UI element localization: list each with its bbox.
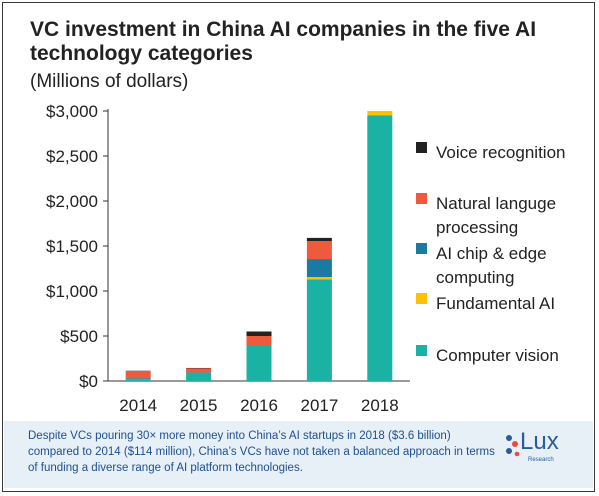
y-tick-label: $2,000 xyxy=(46,192,98,211)
bar-segment-natural-languge-processing-2014 xyxy=(125,371,151,379)
bar-segment-voice-recognition-2016 xyxy=(246,331,272,336)
y-tick-label: $500 xyxy=(60,327,98,346)
y-tick-label: $3,000 xyxy=(46,102,98,121)
bar-segment-computer-vision-2014 xyxy=(125,379,151,381)
legend-label: Voice recognition xyxy=(436,143,565,162)
legend-swatch-voice-recognition xyxy=(416,142,427,153)
x-tick-label: 2018 xyxy=(361,396,399,415)
legend-swatch-fundamental-ai xyxy=(416,293,427,304)
legend-label: AI chip & edge xyxy=(436,244,547,263)
x-tick-label: 2015 xyxy=(180,396,218,415)
caption-box xyxy=(4,421,593,488)
logo-subtext: Research xyxy=(528,457,554,463)
legend-label: Fundamental AI xyxy=(436,294,555,313)
legend-swatch-computer-vision xyxy=(416,345,427,356)
legend-label: Computer vision xyxy=(436,346,559,365)
bar-segment-fundamental-ai-2017 xyxy=(306,277,332,280)
bar-segment-natural-languge-processing-2015 xyxy=(186,368,212,373)
x-tick-label: 2017 xyxy=(300,396,338,415)
chart-frame xyxy=(2,2,595,492)
y-tick-label: $1,000 xyxy=(46,282,98,301)
y-tick-label: $1,500 xyxy=(46,237,98,256)
bar-segment-fundamental-ai-2018 xyxy=(367,111,393,116)
legend-swatch-ai-chip-edge-computing xyxy=(416,243,427,254)
chart-subtitle: (Millions of dollars) xyxy=(30,71,189,92)
bar-segment-ai-chip-edge-computing-2014 xyxy=(125,378,151,380)
stacked-bar-chart: $0 $500 $1,000 $1,500 $2,000 $2,500 $3,000 2014… xyxy=(46,102,565,415)
legend-swatch-natural-languge-processing xyxy=(416,193,427,204)
bar-segment-computer-vision-2018 xyxy=(367,115,393,381)
bar-segment-computer-vision-2015 xyxy=(186,372,212,381)
legend-label: processing xyxy=(436,218,518,237)
bar-segment-natural-languge-processing-2016 xyxy=(246,336,272,345)
lux-logo-icon xyxy=(506,435,520,457)
logo-wordmark: Lux xyxy=(520,428,559,455)
legend-label: Natural languge xyxy=(436,194,556,213)
y-tick-label: $2,500 xyxy=(46,147,98,166)
y-tick-label: $0 xyxy=(79,372,98,391)
bar-segment-natural-languge-processing-2017 xyxy=(306,241,332,260)
chart-title: VC investment in China AI companies in t… xyxy=(30,18,537,65)
caption-text: Despite VCs pouring 30× more money into … xyxy=(28,430,495,474)
bar-segment-computer-vision-2016 xyxy=(246,345,272,381)
bar-segment-ai-chip-edge-computing-2017 xyxy=(306,259,332,278)
bar-segment-voice-recognition-2017 xyxy=(306,237,332,242)
legend-label: computing xyxy=(436,268,514,287)
x-tick-label: 2014 xyxy=(119,396,157,415)
x-tick-label: 2016 xyxy=(240,396,278,415)
bar-segment-computer-vision-2017 xyxy=(306,279,332,381)
